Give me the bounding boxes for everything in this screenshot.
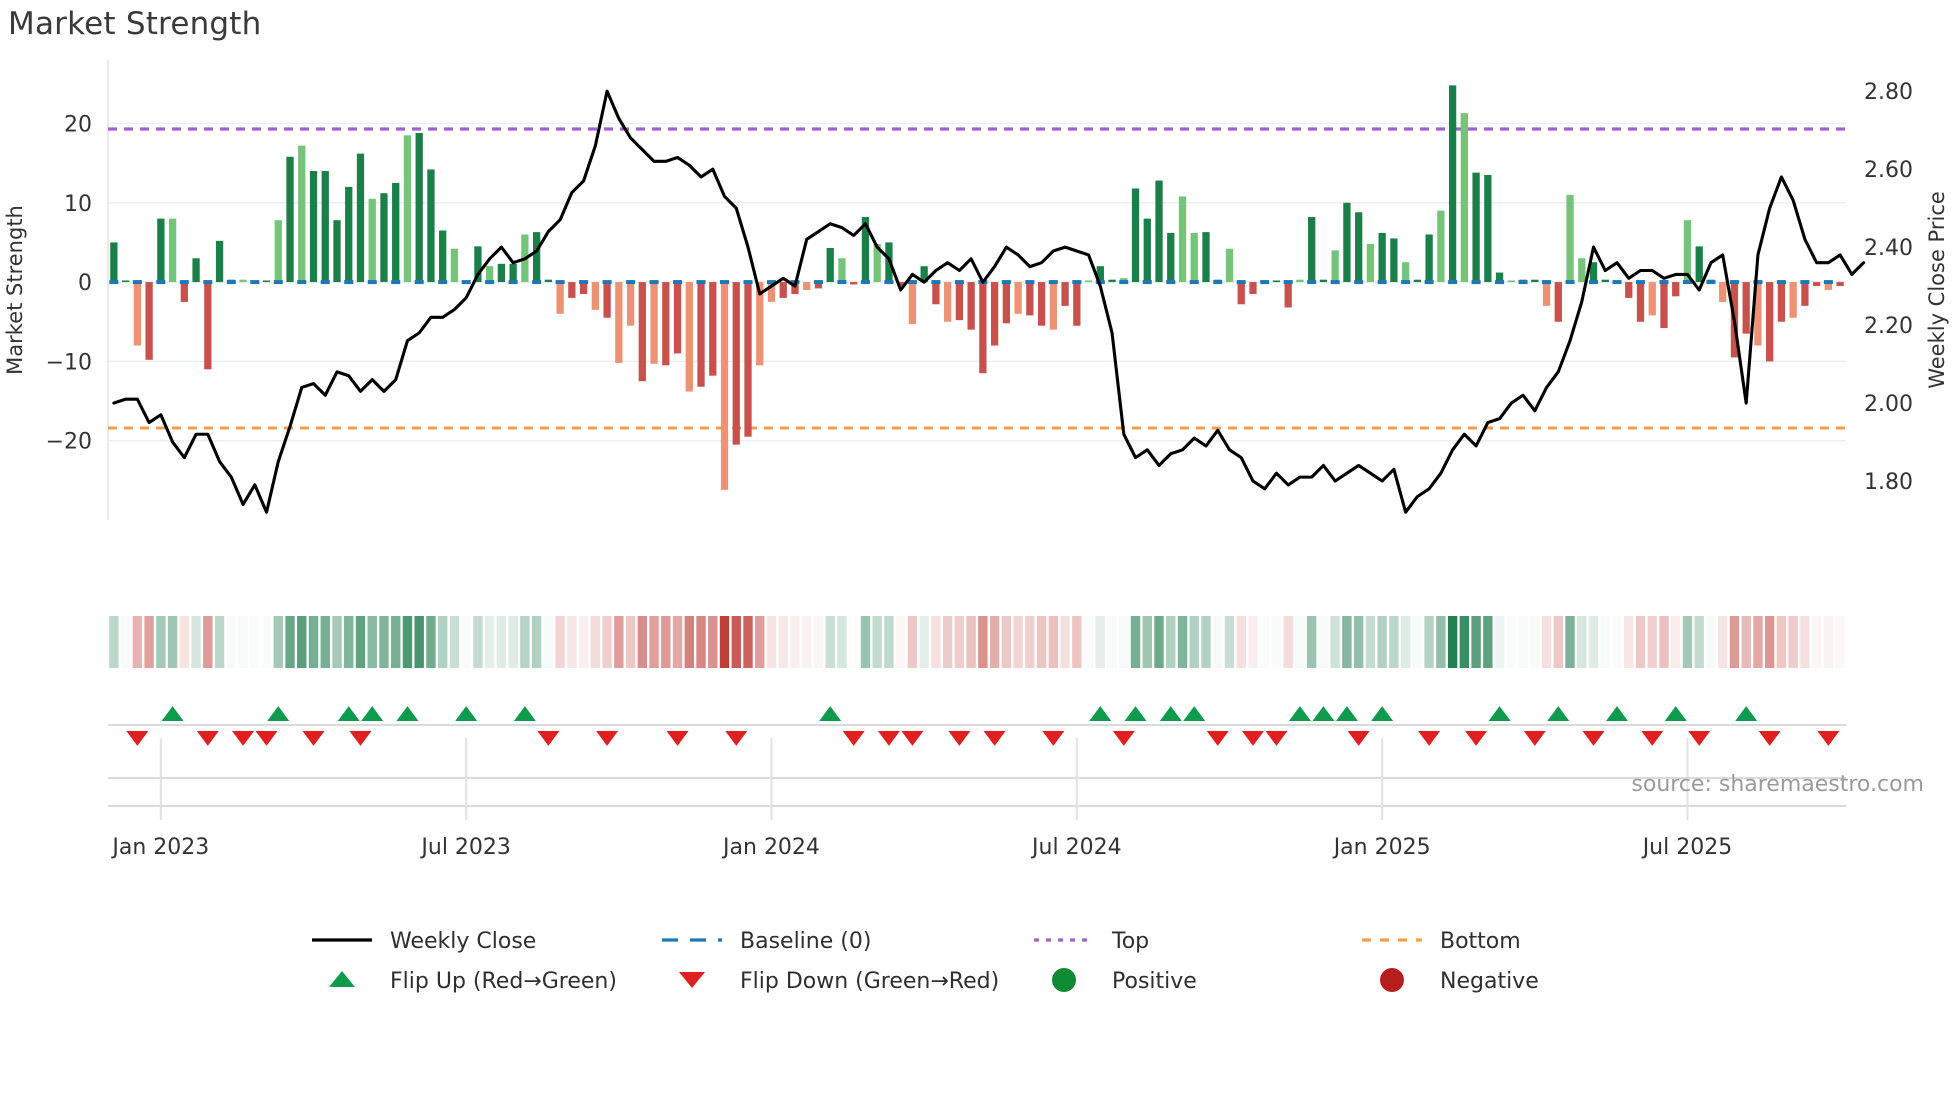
source-attribution: source: sharemaestro.com [1631,772,1924,797]
flip-up-marker [1664,706,1687,721]
x-axis-tick: Jul 2024 [1030,835,1122,860]
flip-down-marker [901,731,924,746]
flip-down-marker [725,731,748,746]
x-axis-tick: Jan 2024 [721,835,820,860]
legend-label: Top [1111,929,1149,954]
flip-up-marker [1312,706,1335,721]
flip-down-marker [1523,731,1546,746]
legend-label: Flip Down (Green→Red) [740,969,999,994]
flip-down-marker [537,731,560,746]
flip-up-marker [1288,706,1311,721]
flip-down-marker [196,731,219,746]
right-axis-tick: 2.40 [1864,236,1913,261]
flip-up-marker [1606,706,1629,721]
flip-down-marker [255,731,278,746]
left-axis-tick: 0 [78,271,92,296]
weekly-close-line [112,89,1866,514]
flip-up-marker [1089,706,1112,721]
flip-down-marker [877,731,900,746]
flip-down-marker [232,731,255,746]
legend-label: Positive [1112,969,1197,994]
flip-markers [108,706,1846,746]
flip-down-marker [1817,731,1840,746]
flip-down-marker [666,731,689,746]
left-axis-label: Market Strength [3,205,27,375]
legend-label: Negative [1440,969,1539,994]
right-axis-label: Weekly Close Price [1925,191,1949,389]
reference-lines [108,127,1846,430]
right-axis-tick: 2.00 [1864,392,1913,417]
right-axis-tick: 2.80 [1864,80,1913,105]
flip-up-marker [1335,706,1358,721]
legend-label: Flip Up (Red→Green) [390,969,617,994]
lower-panel-spines [108,777,1846,807]
flip-down-marker [1465,731,1488,746]
flip-down-marker [1582,731,1605,746]
legend-label: Baseline (0) [740,929,871,954]
x-axis-tick: Jan 2025 [1332,835,1431,860]
flip-up-marker [161,706,184,721]
legend-label: Weekly Close [390,929,536,954]
legend-label: Bottom [1440,929,1521,954]
left-axis-tick: −10 [46,350,92,375]
flip-down-marker [1688,731,1711,746]
flip-up-marker [455,706,478,721]
flip-up-marker [1183,706,1206,721]
flip-down-marker [948,731,971,746]
flip-up-marker [396,706,419,721]
flip-down-marker [842,731,865,746]
flip-down-marker [1112,731,1135,746]
flip-down-marker [596,731,619,746]
left-axis-tick: 20 [64,112,92,137]
flip-down-marker [1418,731,1441,746]
flip-down-marker [983,731,1006,746]
x-axis-tick: Jan 2023 [110,835,209,860]
legend-marker-circle-darkred [1380,968,1404,992]
flip-down-marker [1758,731,1781,746]
flip-up-marker [1124,706,1147,721]
flip-down-marker [1241,731,1264,746]
page-title: Market Strength [8,6,262,42]
x-axis-tick: Jul 2023 [419,835,511,860]
left-axis-tick: −20 [46,430,92,455]
left-axis-tick: 10 [64,192,92,217]
flip-up-marker [1547,706,1570,721]
right-axis-tick: 2.60 [1864,158,1913,183]
x-axis-tick: Jul 2025 [1641,835,1733,860]
flip-up-marker [337,706,360,721]
flip-up-marker [1159,706,1182,721]
legend-marker-triangle-down-red [679,972,705,988]
flip-up-marker [1488,706,1511,721]
flip-down-marker [1206,731,1229,746]
flip-down-marker [1641,731,1664,746]
flip-down-marker [1265,731,1288,746]
flip-down-marker [126,731,149,746]
chart-legend: Weekly Close Baseline (0) Top Bottom Flip Up… [312,929,1539,994]
flip-up-marker [1735,706,1758,721]
flip-up-marker [1371,706,1394,721]
flip-down-marker [302,731,325,746]
legend-marker-triangle-up-green [329,971,355,987]
right-axis-tick: 2.20 [1864,314,1913,339]
axis-ticks: 20 10 0 −10 −20 2.80 2.60 2.40 2.20 2.00 1.80 Jan 2… [46,80,1913,860]
strength-heat-strip [109,616,1845,668]
legend-marker-circle-green [1052,968,1076,992]
flip-up-marker [267,706,290,721]
flip-down-marker [1042,731,1065,746]
flip-up-marker [513,706,536,721]
flip-down-marker [349,731,372,746]
flip-up-marker [819,706,842,721]
flip-up-marker [361,706,384,721]
right-axis-tick: 1.80 [1864,470,1913,495]
flip-down-marker [1347,731,1370,746]
